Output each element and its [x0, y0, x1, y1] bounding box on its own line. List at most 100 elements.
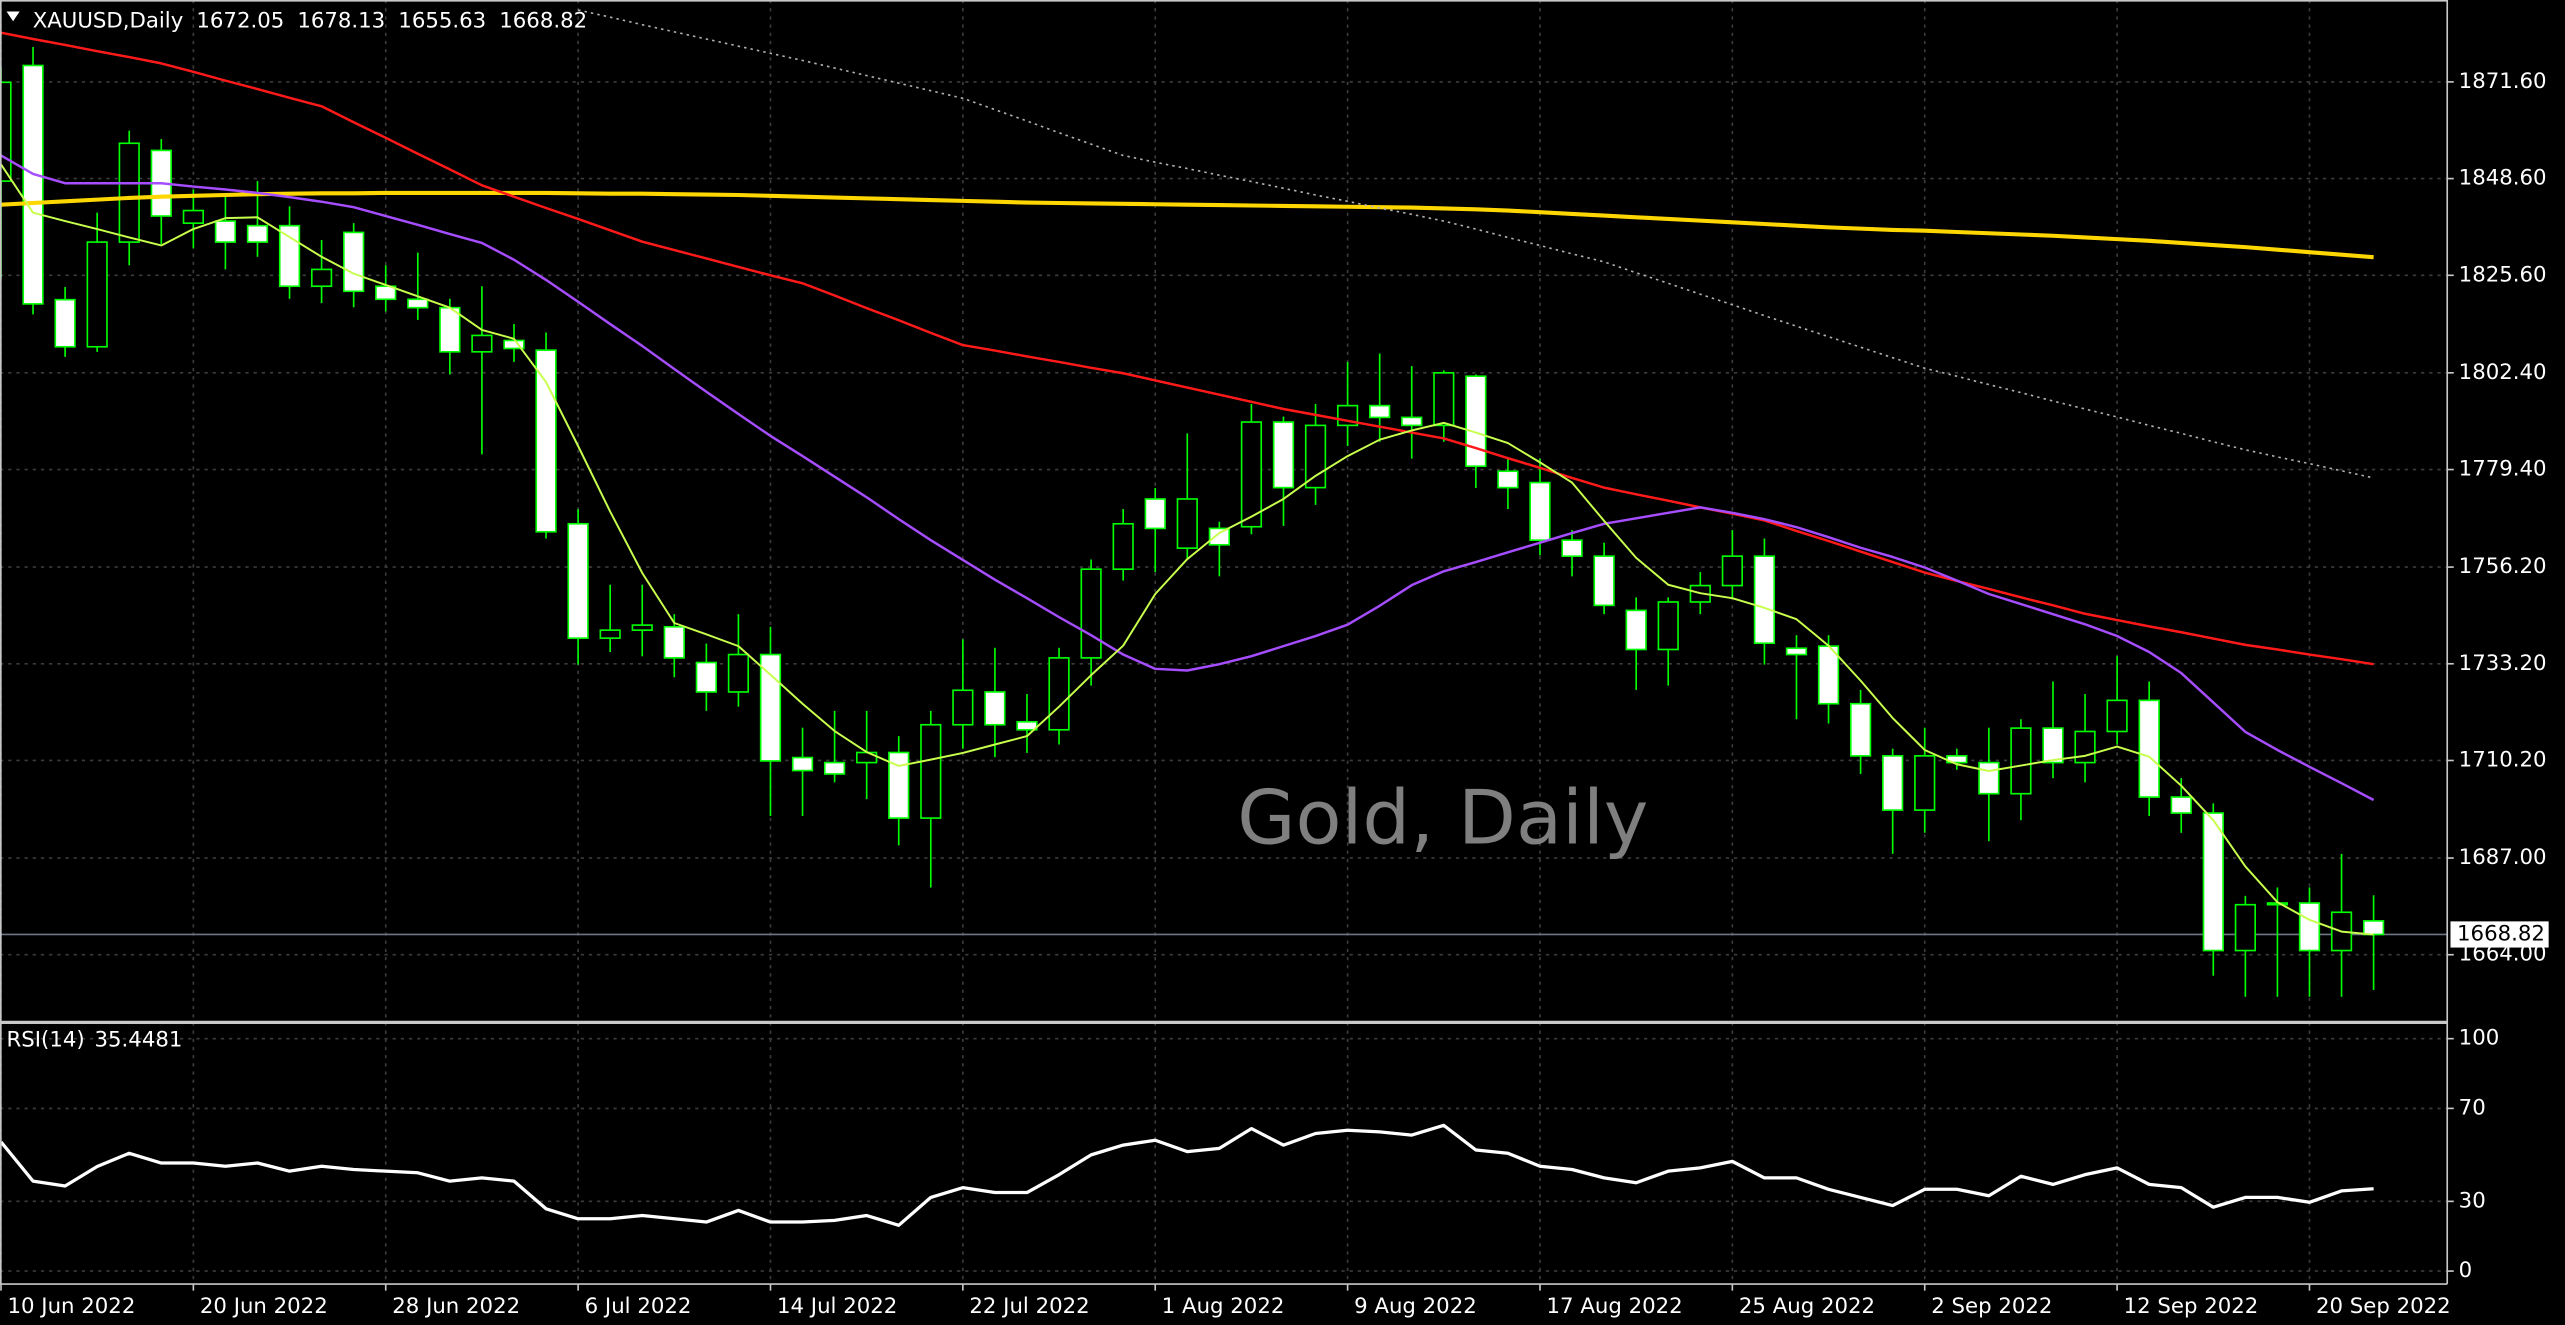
x-tick-label: 12 Sep 2022 [2124, 1294, 2259, 1319]
x-tick-label: 14 Jul 2022 [777, 1294, 897, 1319]
chart-header: XAUUSD,Daily 1672.05 1678.13 1655.63 1668.82 [33, 8, 587, 33]
candle-body [567, 522, 589, 639]
grid-layer [0, 0, 2448, 1285]
header-low: 1655.63 [398, 8, 486, 33]
candle-body [2106, 699, 2128, 733]
candle-body [503, 339, 525, 350]
candle-body [1625, 609, 1647, 651]
price-label-box [2450, 921, 2549, 948]
ma-line [0, 190, 2374, 260]
candle-body [182, 209, 204, 224]
candle-body [695, 661, 717, 693]
candle-body [22, 64, 44, 305]
candle-body [631, 624, 653, 631]
candle-body [1849, 702, 1872, 757]
candle-body [1048, 657, 1070, 731]
candle-body [1433, 372, 1455, 427]
candle-body [2362, 920, 2385, 936]
y-tick-label: 1756.20 [2459, 554, 2547, 579]
candle-body [1369, 404, 1391, 419]
x-tick-label: 9 Aug 2022 [1354, 1294, 1477, 1319]
candle-body [888, 751, 910, 819]
candle-body [1529, 481, 1551, 541]
candle-body [2138, 699, 2160, 798]
x-tick-label: 1 Aug 2022 [1162, 1294, 1285, 1319]
y-tick-label: 1848.60 [2459, 166, 2547, 191]
x-tick-label: 2 Sep 2022 [1931, 1294, 2052, 1319]
candle-body [2170, 796, 2192, 814]
candle-body [1272, 421, 1295, 489]
candle-body [1914, 755, 1936, 811]
candle-body [952, 689, 974, 726]
candle-body [310, 268, 333, 288]
candle-body [278, 224, 301, 288]
candle-body [2010, 727, 2032, 795]
candle-body [54, 298, 76, 348]
candle-body [1176, 498, 1198, 549]
candle-body [984, 691, 1006, 726]
x-tick-label: 28 Jun 2022 [392, 1294, 520, 1319]
candle-body [2234, 903, 2256, 952]
candle-body [1721, 555, 1743, 587]
candle-body [1144, 498, 1166, 530]
candle-body [1304, 424, 1327, 489]
candle-body [1497, 470, 1519, 489]
candle-body [439, 306, 461, 353]
candle-body [727, 653, 750, 693]
candle-body [1208, 527, 1230, 546]
indicator-value: 35.4481 [95, 1027, 183, 1052]
candle-body [1465, 375, 1487, 467]
y-tick-label: 100 [2459, 1026, 2500, 1051]
x-tick-label: 17 Aug 2022 [1547, 1294, 1683, 1319]
y-tick-label: 30 [2459, 1188, 2486, 1213]
candle-body [375, 285, 397, 301]
x-tick-label: 6 Jul 2022 [585, 1294, 692, 1319]
candle-body [1882, 755, 1904, 811]
candle-body [246, 224, 269, 243]
y-tick-label: 1779.40 [2459, 457, 2547, 482]
candle-body [759, 653, 782, 762]
x-tick-label: 10 Jun 2022 [8, 1294, 136, 1319]
y-tick-label: 0 [2459, 1258, 2473, 1283]
ma-line [0, 163, 2374, 936]
candle-body [823, 761, 846, 775]
candle-body [663, 625, 685, 659]
candle-body [1080, 568, 1102, 659]
candle-body [2298, 902, 2321, 952]
indicator-line [0, 1123, 2374, 1227]
candle-body [214, 220, 237, 243]
y-tick-label: 1871.60 [2459, 69, 2547, 94]
watermark: Gold, Daily [1237, 773, 1648, 861]
candle-body [118, 142, 140, 243]
candle-body [2042, 727, 2064, 764]
chart-title: XAUUSD,Daily [33, 8, 184, 33]
header-close: 1668.82 [499, 8, 587, 33]
candle-body [1401, 416, 1423, 427]
candle-body [2074, 730, 2096, 764]
candle-body [2202, 812, 2224, 952]
x-tick-label: 25 Aug 2022 [1739, 1294, 1875, 1319]
candle-body [1785, 647, 1808, 656]
ma-line [0, 154, 2375, 802]
candle-body [535, 349, 557, 533]
candle-body [1753, 555, 1776, 645]
y-tick-label: 1733.20 [2459, 651, 2547, 676]
candle-body [86, 241, 108, 348]
header-high: 1678.13 [297, 8, 385, 33]
candle-body [407, 298, 429, 309]
plot-layer [0, 9, 2448, 1227]
candle-body [343, 231, 365, 293]
candle-body [1817, 645, 1840, 705]
y-tick-label: 1687.00 [2459, 845, 2547, 870]
candle-body [791, 756, 814, 772]
label-layer: 1664.001687.001710.201733.201756.201779.… [0, 8, 2549, 1319]
y-tick-label: 70 [2459, 1095, 2486, 1120]
y-tick-label: 1825.60 [2459, 262, 2547, 287]
x-tick-label: 20 Sep 2022 [2316, 1294, 2451, 1319]
header-open: 1672.05 [196, 8, 284, 33]
candle-body [1112, 522, 1134, 571]
candle-body [1561, 539, 1583, 557]
candle-body [1657, 601, 1679, 651]
candle-body [1593, 555, 1615, 607]
price-label: 1668.82 [2457, 921, 2545, 946]
